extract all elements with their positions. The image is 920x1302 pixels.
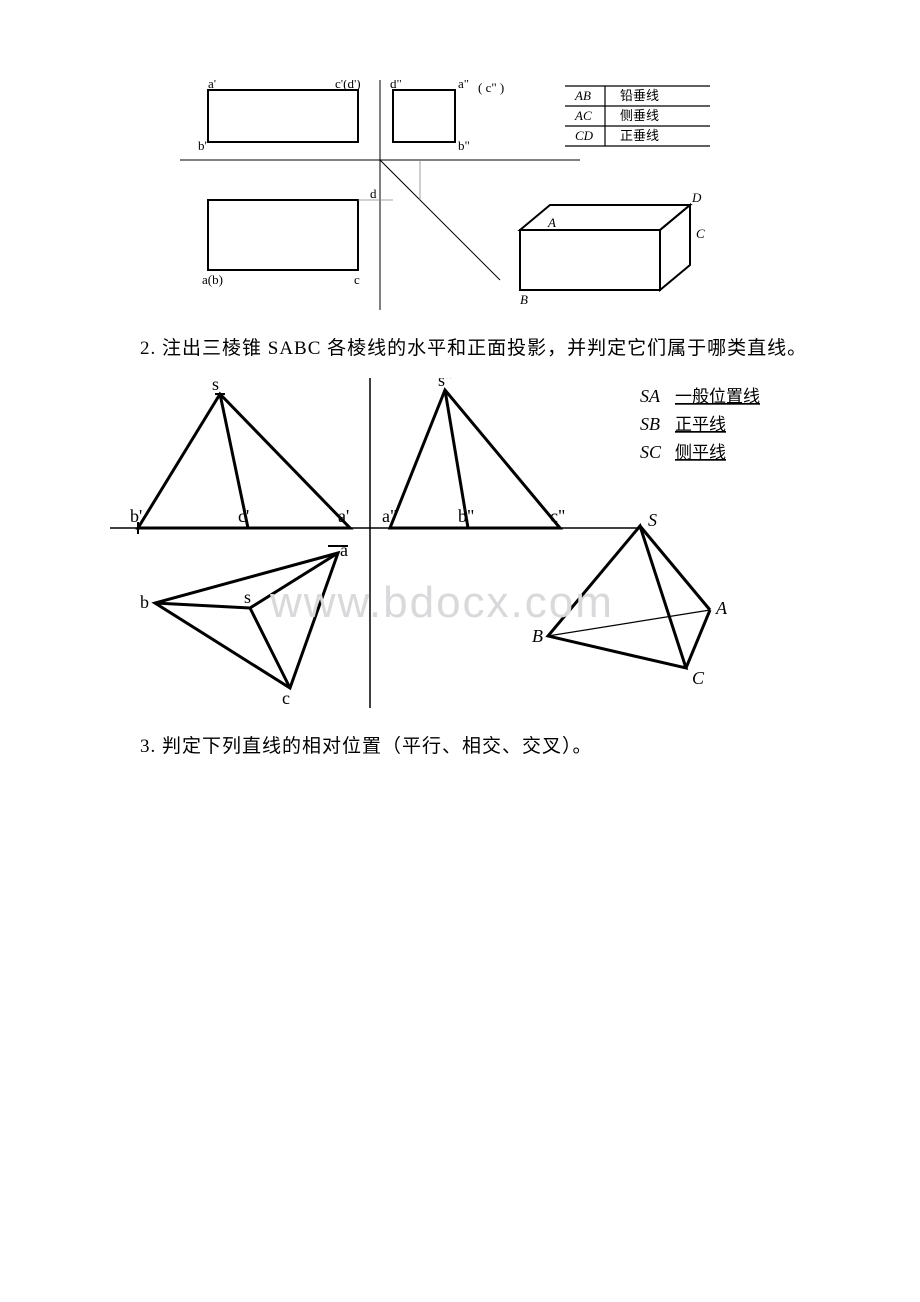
t2-r1l: SA	[640, 386, 661, 406]
label-b-pr: b'	[130, 506, 142, 526]
label-C3d: C	[696, 226, 705, 241]
label-a-top: a	[340, 540, 348, 560]
label-c-paren: ( c" )	[478, 80, 504, 95]
label-c-pr: c'	[238, 506, 249, 526]
label-B3d: B	[520, 292, 528, 307]
rect-top	[208, 200, 358, 270]
label-C3d2: C	[692, 668, 705, 688]
label-a-prime: a'	[208, 80, 216, 91]
isobox: A B C D	[520, 190, 705, 307]
t1-r3r: 正垂线	[620, 128, 659, 143]
caption-2: 2. 注出三棱锥 SABC 各棱线的水平和正面投影，并判定它们属于哪类直线。	[140, 333, 920, 360]
label-B3d2: B	[532, 626, 543, 646]
label-b-prime: b'	[198, 138, 207, 153]
t1-r3l: CD	[575, 128, 594, 143]
rect-side	[393, 90, 455, 142]
label-a-dbl: a"	[458, 80, 469, 91]
t1-r2l: AC	[574, 108, 592, 123]
t1-r1r: 铅垂线	[620, 88, 659, 103]
table-1: AB 铅垂线 AC 侧垂线 CD 正垂线	[565, 86, 710, 146]
figure-2-svg: s b' c' a' s" a" b" c" a	[100, 378, 820, 708]
figure-2: www.bdocx.com s b' c' a' s" a"	[0, 378, 920, 713]
miter-line	[380, 160, 500, 280]
label-c-top: c	[282, 688, 290, 708]
label-s-top: s	[244, 587, 251, 607]
label-cd-prime: c'(d')	[335, 80, 361, 91]
t1-r2r: 侧垂线	[620, 108, 659, 123]
figure-1-svg: a' c'(d') b' d" a" ( c" ) b" a(b) c d A	[180, 80, 740, 310]
figure-1: a' c'(d') b' d" a" ( c" ) b" a(b) c d A	[0, 80, 920, 315]
top-view: a b s c	[140, 540, 348, 708]
label-c: c	[354, 272, 360, 287]
label-b-top: b	[140, 592, 149, 612]
label-S3d: S	[648, 510, 657, 530]
label-ab: a(b)	[202, 272, 223, 287]
t2-r3l: SC	[640, 442, 662, 462]
label-a-dbl: a"	[382, 506, 397, 526]
label-d-dbl: d"	[390, 80, 402, 91]
label-s-dbl: s"	[438, 378, 452, 390]
label-A3d2: A	[715, 598, 728, 618]
document-page: a' c'(d') b' d" a" ( c" ) b" a(b) c d A	[0, 0, 920, 758]
t2-r3r: 侧平线	[675, 443, 726, 462]
label-D3d: D	[691, 190, 702, 205]
label-a-pr: a'	[338, 506, 349, 526]
caption-3: 3. 判定下列直线的相对位置（平行、相交、交叉）。	[140, 731, 920, 758]
t2-r2r: 正平线	[675, 415, 726, 434]
t1-r1l: AB	[574, 88, 591, 103]
table-2: SA 一般位置线 SB 正平线 SC 侧平线	[640, 386, 760, 462]
t2-r1r: 一般位置线	[675, 387, 760, 406]
t2-r2l: SB	[640, 414, 660, 434]
side-tri: s" a" b" c"	[382, 378, 565, 528]
rect-front	[208, 90, 358, 142]
label-A3d: A	[547, 215, 556, 230]
label-b-dbl: b"	[458, 138, 470, 153]
pyramid-3d: S A B C	[532, 510, 728, 688]
label-s-front: s	[212, 378, 219, 394]
label-d: d	[370, 186, 377, 201]
label-b-dbl: b"	[458, 506, 474, 526]
front-tri: s b' c' a'	[130, 378, 350, 534]
label-c-dbl: c"	[550, 506, 565, 526]
